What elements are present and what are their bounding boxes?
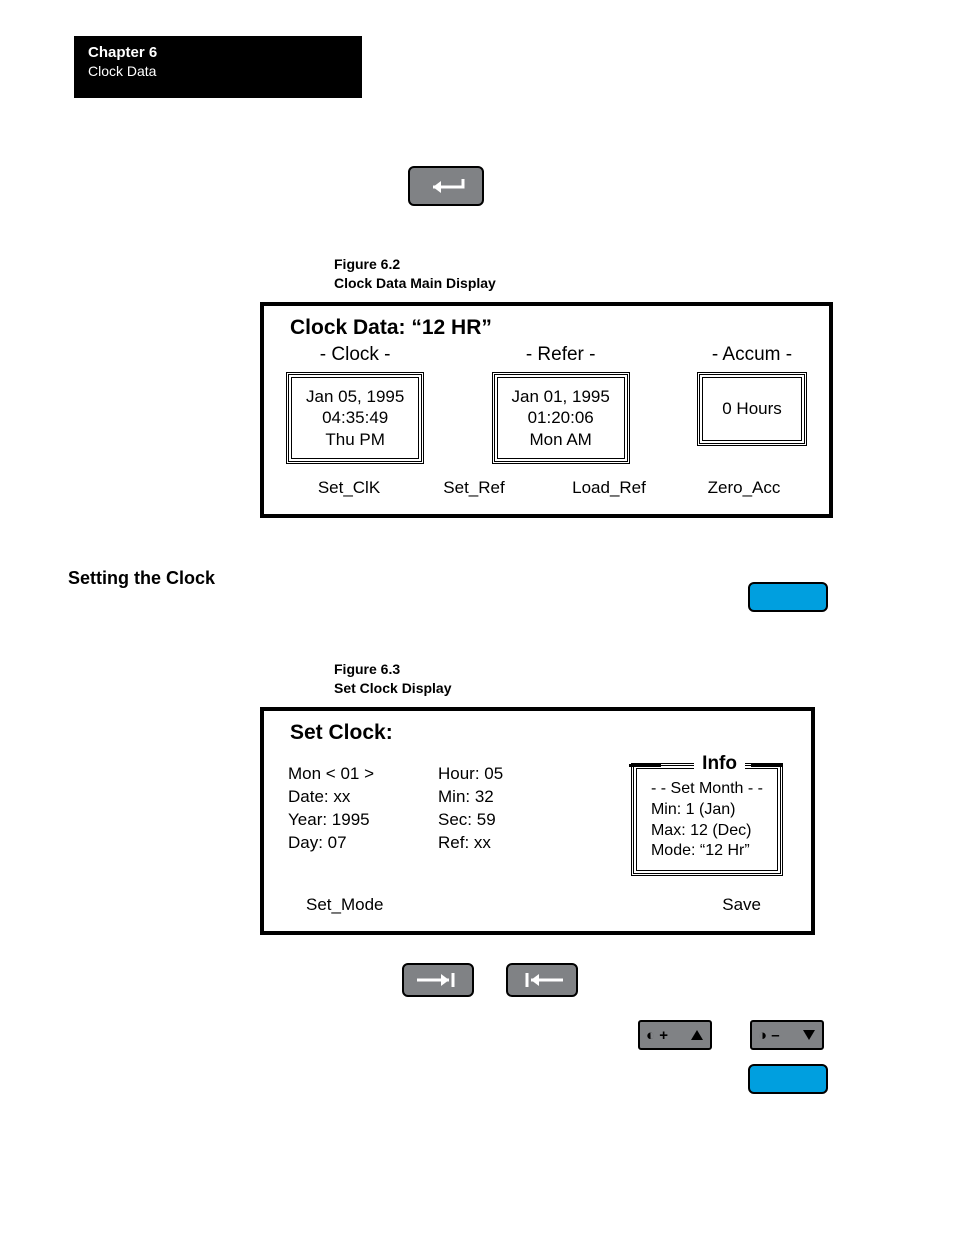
clock-data-softkeys: Set_ClK Set_Ref Load_Ref Zero_Acc: [264, 478, 829, 508]
field-hour[interactable]: Hour: 05: [438, 763, 578, 786]
softkey-set-ref[interactable]: Set_Ref: [419, 478, 529, 498]
softkey-load-ref[interactable]: Load_Ref: [544, 478, 674, 498]
figure-6-3-text: Set Clock Display: [334, 680, 452, 696]
figure-6-2-text: Clock Data Main Display: [334, 275, 496, 291]
softkey-f1-button[interactable]: [748, 582, 828, 612]
field-month[interactable]: Mon < 01 >: [288, 763, 438, 786]
refer-date: Jan 01, 1995: [512, 386, 610, 407]
info-line-2: Min: 1 (Jan): [651, 800, 763, 821]
softkey-set-clk[interactable]: Set_ClK: [294, 478, 404, 498]
chapter-number: Chapter 6: [88, 44, 348, 61]
chapter-section: Clock Data: [88, 63, 348, 79]
clock-time: 04:35:49: [322, 407, 388, 428]
section-setting-the-clock: Setting the Clock: [68, 568, 215, 589]
clock-data-panel: Clock Data: “12 HR” - Clock - Jan 05, 19…: [260, 302, 833, 518]
info-line-1: - - Set Month - -: [651, 779, 763, 800]
softkey-f4-button[interactable]: [748, 1064, 828, 1094]
decrement-label: ◑ –: [758, 1027, 780, 1044]
refer-day: Mon AM: [529, 429, 591, 450]
refer-column-heading: - Refer -: [492, 344, 630, 366]
clock-column-heading: - Clock -: [286, 344, 424, 366]
field-min[interactable]: Min: 32: [438, 786, 578, 809]
set-clock-softkeys: Set_Mode Save: [264, 895, 811, 925]
chapter-header: Chapter 6 Clock Data: [74, 36, 362, 98]
increment-label: ◐ +: [646, 1027, 668, 1044]
figure-6-2-caption: Figure 6.2 Clock Data Main Display: [334, 255, 496, 293]
up-arrow-icon: [690, 1028, 704, 1042]
tab-right-icon: [411, 970, 465, 990]
figure-6-3-caption: Figure 6.3 Set Clock Display: [334, 660, 452, 698]
softkey-set-mode[interactable]: Set_Mode: [306, 895, 384, 915]
refer-time: 01:20:06: [528, 407, 594, 428]
clock-display-box: Jan 05, 1995 04:35:49 Thu PM: [286, 372, 424, 464]
tab-left-key-button[interactable]: [506, 963, 578, 997]
enter-icon: [419, 176, 473, 196]
field-year[interactable]: Year: 1995: [288, 809, 438, 832]
set-clock-title: Set Clock:: [290, 721, 811, 745]
field-ref[interactable]: Ref: xx: [438, 832, 578, 855]
enter-key-button[interactable]: [408, 166, 484, 206]
info-line-3: Max: 12 (Dec): [651, 821, 763, 842]
decrement-key-button[interactable]: ◑ –: [750, 1020, 824, 1050]
field-sec[interactable]: Sec: 59: [438, 809, 578, 832]
figure-6-2-number: Figure 6.2: [334, 256, 400, 272]
clock-date: Jan 05, 1995: [306, 386, 404, 407]
accum-column-heading: - Accum -: [697, 344, 807, 366]
accum-display-box: 0 Hours: [697, 372, 807, 446]
figure-6-3-number: Figure 6.3: [334, 661, 400, 677]
refer-display-box: Jan 01, 1995 01:20:06 Mon AM: [492, 372, 630, 464]
clock-day: Thu PM: [325, 429, 385, 450]
field-day[interactable]: Day: 07: [288, 832, 438, 855]
info-box: - - Set Month - - Min: 1 (Jan) Max: 12 (…: [631, 763, 783, 876]
field-date[interactable]: Date: xx: [288, 786, 438, 809]
down-arrow-icon: [802, 1028, 816, 1042]
info-rule-left: [629, 764, 661, 767]
accum-value: 0 Hours: [722, 398, 782, 419]
tab-left-icon: [515, 970, 569, 990]
softkey-save[interactable]: Save: [722, 895, 761, 915]
info-rule-right: [751, 764, 783, 767]
softkey-zero-acc[interactable]: Zero_Acc: [689, 478, 799, 498]
set-clock-panel: Set Clock: Mon < 01 > Date: xx Year: 199…: [260, 707, 815, 935]
info-label: Info: [694, 753, 745, 775]
info-line-4: Mode: “12 Hr”: [651, 841, 763, 862]
increment-key-button[interactable]: ◐ +: [638, 1020, 712, 1050]
clock-data-title: Clock Data: “12 HR”: [290, 316, 829, 340]
tab-right-key-button[interactable]: [402, 963, 474, 997]
